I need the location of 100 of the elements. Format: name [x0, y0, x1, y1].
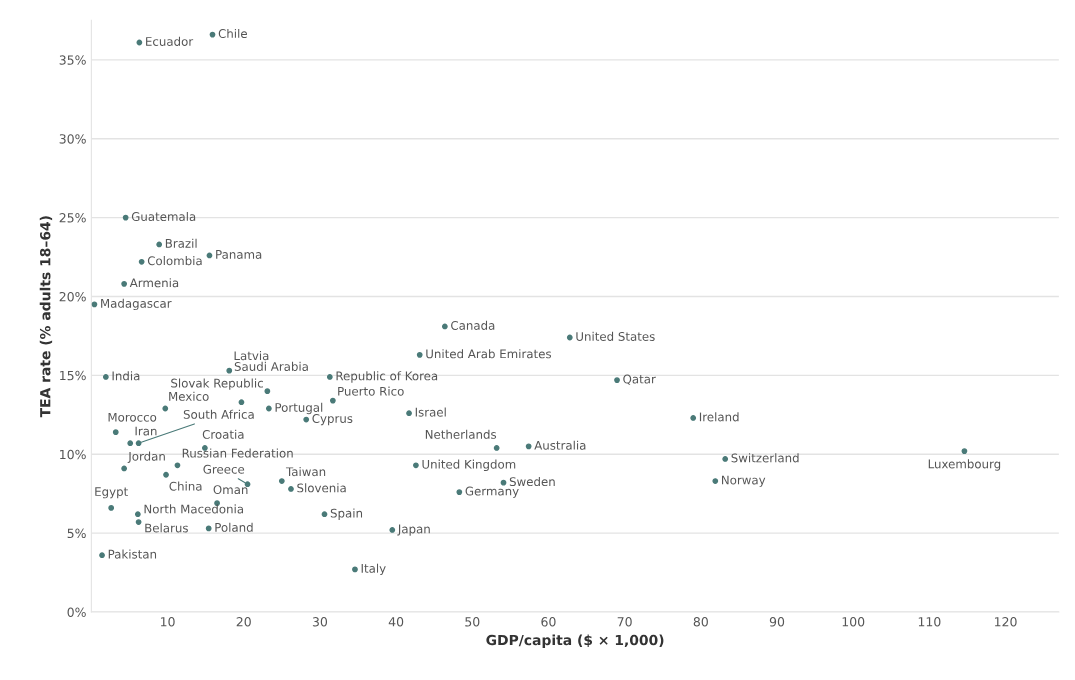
y-tick-label: 25%: [59, 213, 86, 223]
annotation: Australia: [534, 440, 586, 450]
annotation: Israel: [415, 407, 446, 417]
point: [264, 388, 271, 395]
point: [102, 374, 109, 380]
point: [326, 374, 333, 380]
annotation: Slovak Republic: [171, 378, 263, 390]
x-tick-label: 100: [842, 617, 865, 627]
point: [416, 351, 423, 358]
x-tick-label: 60: [541, 617, 556, 627]
point: [614, 377, 620, 383]
annotation: India: [112, 371, 140, 381]
point: [321, 511, 328, 518]
point: [99, 552, 105, 559]
point: [278, 478, 285, 484]
annotation: Luxembourg: [928, 459, 1001, 471]
point: [288, 486, 294, 492]
point: [525, 443, 532, 450]
x-axis-title: GDP/capita ($ × 1,000): [486, 634, 664, 648]
point: [127, 440, 134, 447]
point: [493, 445, 500, 451]
annotation: Brazil: [165, 238, 197, 248]
annotation: China: [169, 481, 202, 491]
point: [303, 416, 310, 423]
x-tick-label: 120: [994, 617, 1017, 627]
point: [174, 462, 181, 469]
annotation: Netherlands: [425, 429, 497, 439]
x-tick-label: 110: [918, 617, 941, 627]
point: [352, 566, 358, 573]
annotation: Taiwan: [285, 467, 326, 477]
annotation: Japan: [397, 524, 430, 536]
x-tick-label: 90: [769, 617, 785, 627]
y-tick-label: 10%: [60, 449, 86, 460]
point: [162, 405, 169, 412]
point: [961, 448, 968, 454]
annotation: Colombia: [147, 256, 202, 266]
annotation: Slovenia: [297, 483, 346, 493]
annotation: Egypt: [95, 487, 128, 499]
point: [108, 504, 115, 511]
point: [121, 280, 128, 287]
annotation: United Arab Emirates: [426, 349, 552, 359]
annotation: Belarus: [145, 523, 188, 533]
annotation: Switzerland: [731, 453, 799, 463]
y-tick-label: 0%: [67, 607, 86, 617]
point: [91, 301, 98, 308]
point: [136, 39, 143, 46]
point: [226, 367, 233, 374]
x-tick-label: 20: [236, 617, 251, 627]
annotation: Sweden: [509, 476, 555, 487]
annotation: Panama: [216, 250, 262, 259]
point: [206, 252, 213, 259]
annotation: Latvia: [234, 351, 269, 361]
annotation: Pakistan: [108, 549, 157, 559]
annotation: Oman: [213, 485, 248, 495]
annotation: Croatia: [202, 429, 244, 439]
point: [209, 31, 216, 38]
point: [138, 258, 145, 265]
point: [329, 397, 336, 404]
annotation: Canada: [451, 320, 495, 330]
x-tick-label: 80: [693, 617, 708, 627]
point: [112, 429, 119, 436]
annotation: Norway: [722, 475, 766, 487]
annotation: Mexico: [169, 391, 209, 401]
annotation: Republic of Korea: [336, 371, 438, 383]
point: [122, 214, 129, 221]
point: [413, 462, 419, 469]
y-tick-label: 20%: [59, 291, 86, 302]
annotation: Chile: [218, 28, 247, 39]
annotation: United Kingdom: [422, 459, 516, 471]
annotation: United States: [576, 331, 655, 341]
x-tick-label: 30: [312, 617, 328, 627]
annotation: Qatar: [623, 374, 656, 385]
annotation: Madagascar: [101, 298, 172, 311]
point: [389, 527, 396, 533]
point: [722, 456, 729, 462]
point: [163, 471, 169, 478]
annotation: Armenia: [129, 278, 179, 288]
annotation: Guatemala: [131, 211, 196, 222]
x-tick-label: 50: [465, 617, 480, 627]
annotation: Spain: [330, 508, 363, 520]
y-tick-label: 5%: [67, 528, 86, 539]
annotation: Portugal: [275, 402, 323, 415]
annotation: Italy: [361, 563, 386, 576]
x-tick-label: 40: [388, 617, 404, 627]
point: [135, 519, 142, 525]
point: [566, 334, 573, 341]
annotation: North Macedonia: [144, 504, 243, 514]
point: [205, 525, 212, 532]
annotation: Saudi Arabia: [234, 361, 308, 371]
annotation: South Africa: [183, 409, 254, 419]
x-tick-label: 70: [617, 617, 632, 627]
point: [406, 410, 412, 417]
y-tick-label: 30%: [59, 134, 86, 144]
point: [441, 323, 448, 330]
annotation: Ecuador: [146, 36, 194, 46]
point: [156, 241, 163, 248]
y-tick-label: 35%: [59, 55, 86, 65]
y-tick-label: 15%: [60, 370, 86, 381]
point: [712, 478, 719, 484]
point: [690, 415, 697, 421]
